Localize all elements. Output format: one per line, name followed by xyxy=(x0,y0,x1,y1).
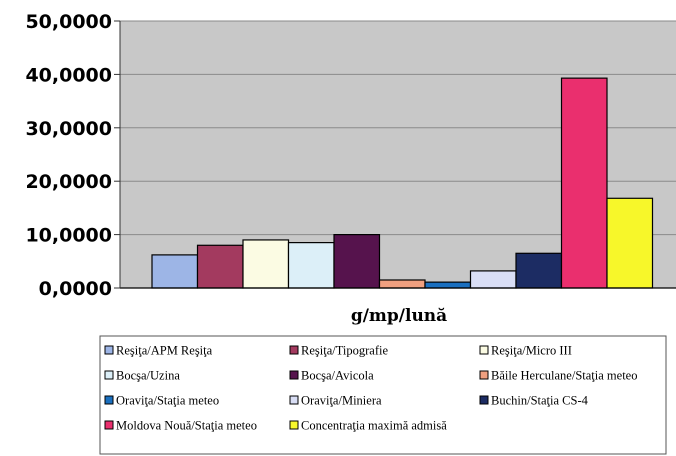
bar xyxy=(515,252,563,289)
legend-swatch xyxy=(104,370,114,380)
legend-swatch xyxy=(479,395,489,405)
bar xyxy=(424,281,472,289)
bar xyxy=(560,77,608,289)
bar xyxy=(469,270,517,289)
bar xyxy=(242,239,290,289)
y-tick-label: 20,0000 xyxy=(25,171,112,193)
y-tick-label: 50,0000 xyxy=(25,11,112,33)
x-axis-label: g/mp/lună xyxy=(351,306,447,326)
bar xyxy=(196,244,244,289)
legend-swatch xyxy=(289,395,299,405)
bar xyxy=(606,197,654,289)
legend-label: Concentraţia maximă admisă xyxy=(301,419,447,433)
legend-swatch xyxy=(289,370,299,380)
legend-swatch xyxy=(104,345,114,355)
legend-box xyxy=(99,335,667,455)
bar xyxy=(287,242,335,289)
legend-label: Băile Herculane/Staţia meteo xyxy=(491,369,637,383)
legend-label: Moldova Nouă/Staţia meteo xyxy=(116,419,257,433)
y-tick-label: 0,0000 xyxy=(39,278,112,300)
legend-label: Reşiţa/Micro III xyxy=(491,344,572,358)
legend-swatch xyxy=(479,370,489,380)
legend: Reşiţa/APM Reşiţa Reşiţa/Tipografie Reşiţa… xyxy=(104,344,637,433)
legend-label: Reşiţa/APM Reşiţa xyxy=(116,344,213,358)
legend-label: Bocşa/Uzina xyxy=(116,369,180,383)
y-tick-label: 30,0000 xyxy=(25,118,112,140)
y-axis-ticks: 0,0000 10,0000 20,0000 30,0000 40,0000 50,000… xyxy=(25,11,120,300)
bars xyxy=(151,77,654,289)
legend-label: Bocşa/Avicola xyxy=(301,369,374,383)
legend-label: Oraviţa/Miniera xyxy=(301,394,382,408)
legend-swatch xyxy=(104,420,114,430)
bar xyxy=(378,279,426,289)
legend-label: Buchin/Staţia CS-4 xyxy=(491,394,589,408)
bar xyxy=(151,254,199,289)
legend-swatch xyxy=(289,345,299,355)
legend-label: Reşiţa/Tipografie xyxy=(301,344,388,358)
legend-label: Oraviţa/Staţia meteo xyxy=(116,394,219,408)
legend-swatch xyxy=(479,345,489,355)
bar xyxy=(333,234,381,289)
legend-swatch xyxy=(104,395,114,405)
y-tick-label: 10,0000 xyxy=(25,225,112,247)
y-tick-label: 40,0000 xyxy=(25,64,112,86)
legend-swatch xyxy=(289,420,299,430)
